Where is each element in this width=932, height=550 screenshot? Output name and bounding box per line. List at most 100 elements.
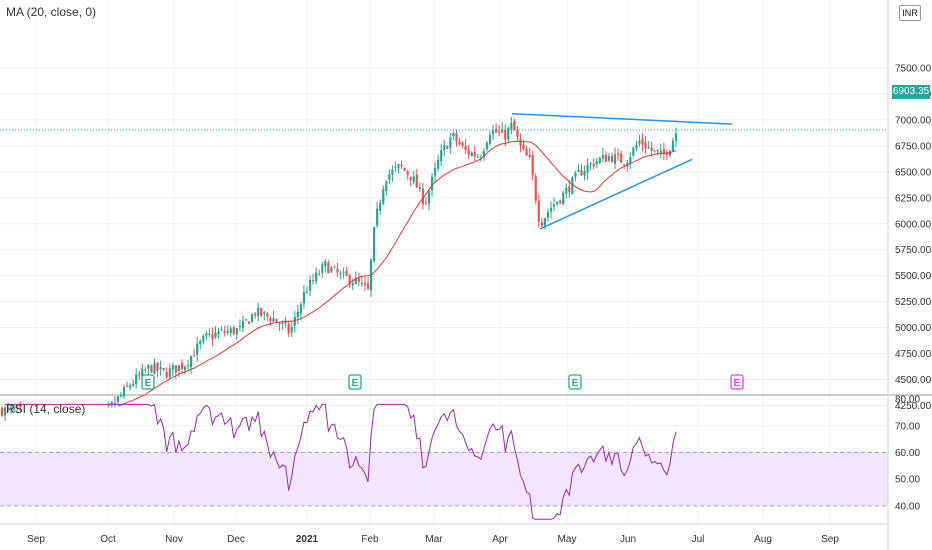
candle-body [278,323,281,325]
candle-body [559,200,562,204]
candle-body [235,328,238,335]
earnings-marker[interactable]: E [568,374,582,390]
ma-line [117,140,677,407]
price-tick-label: 6500.00 [895,167,932,178]
price-tick-label: 7000.00 [895,115,932,126]
candle-body [394,166,397,168]
candle-body [620,153,623,163]
candle-body [13,408,16,410]
time-tick-label: Jul [692,534,705,545]
candle-body [635,145,638,149]
candle-body [430,176,434,191]
earnings-marker-label: E [572,378,579,389]
candle-body [458,141,461,145]
candle-body [180,363,184,369]
rsi-indicator-label: RSI (14, close) [6,402,86,416]
candle-body [470,152,473,156]
candle-body [199,341,202,345]
candle-body [534,176,537,201]
earnings-marker-box [348,374,362,390]
time-tick-label: Aug [754,534,772,545]
candle-body [421,188,424,205]
candle-body [647,147,650,149]
candle-body [211,334,214,339]
candle-body [607,156,611,161]
candle-body [629,157,632,164]
candle-body [574,172,577,178]
candle-body [125,385,129,387]
candle-body [183,366,187,371]
candle-body [373,227,376,262]
candle-body [348,275,351,285]
candle-body [403,167,406,171]
rsi-tick-label: 60.00 [895,448,920,459]
candle-body [244,319,248,321]
candle-body [488,134,492,145]
candle-body [543,218,546,227]
rsi-tick-label: 70.00 [895,421,920,432]
candle-body [3,407,7,416]
price-tick-label: 4500.00 [895,375,932,386]
candle-body [324,261,327,266]
candle-body [354,277,357,285]
price-tick-label: 5750.00 [895,245,932,256]
candle-body [342,271,345,273]
candle-body [296,311,299,317]
time-tick-label: May [558,534,577,545]
candle-body [129,385,132,388]
candle-body [208,333,211,335]
candle-body [19,405,22,408]
time-tick-label: Mar [425,534,443,545]
candle-body [434,167,437,176]
candle-body [226,330,229,333]
candle-body [333,266,336,268]
price-tick-label: 7500.00 [895,64,932,75]
time-tick-label: Sep [27,534,45,545]
candle-body [531,155,534,176]
candle-body [7,407,10,409]
candle-body [132,383,135,386]
candle-body [501,129,504,133]
candle-body [418,187,421,189]
candle-body [464,145,467,150]
candle-body [525,148,528,156]
time-tick-label: Nov [165,534,183,545]
candle-body [116,396,119,402]
candle-body [360,282,363,284]
candle-body [571,177,574,194]
candle-body [610,155,614,162]
candle-body [318,273,321,275]
candle-body [366,283,370,289]
candle-body [339,273,342,275]
candle-body [122,387,126,397]
candle-body [217,331,220,335]
price-tick-label: 6250.00 [895,193,932,204]
earnings-marker[interactable]: E [141,374,155,390]
price-tick-label: 5500.00 [895,271,932,282]
candle-body [315,272,318,282]
currency-badge[interactable]: INR [899,5,921,21]
rsi-band [0,452,888,506]
candle-body [498,131,501,133]
candle-body [592,163,595,167]
candle-body [406,171,409,175]
earnings-marker-label: E [145,378,152,389]
candle-body [409,176,412,181]
candle-body [446,146,449,149]
candle-body [379,202,382,211]
candle-body [135,374,138,385]
candle-body [391,169,394,175]
candle-body [601,154,604,159]
earnings-marker[interactable]: E [730,374,744,390]
candle-body [174,365,177,373]
candle-body [266,313,269,317]
candle-body [260,307,263,316]
candle-body [565,187,568,194]
earnings-marker[interactable]: E [348,374,362,390]
candle-body [671,140,675,152]
candle-body [452,133,455,137]
price-tick-label: 5000.00 [895,323,932,334]
rsi-line [5,403,677,520]
candle-body [580,169,583,176]
